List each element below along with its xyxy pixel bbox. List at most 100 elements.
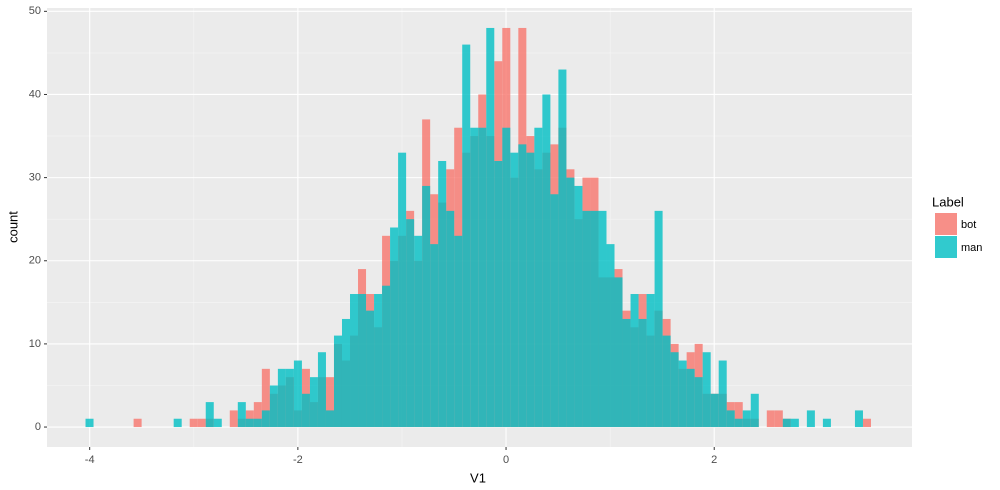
bar — [446, 210, 455, 428]
bar — [534, 127, 543, 428]
bar — [550, 194, 559, 428]
bar — [526, 152, 535, 428]
bar — [734, 402, 743, 428]
bar — [358, 294, 367, 428]
x-tick-label: -4 — [85, 454, 95, 466]
x-tick-label: -2 — [293, 454, 303, 466]
bar — [854, 410, 863, 428]
bar — [558, 69, 567, 428]
bar — [670, 352, 679, 428]
bar — [678, 360, 687, 428]
bar — [382, 285, 391, 428]
bar — [325, 410, 334, 428]
bar — [229, 410, 238, 428]
bar — [253, 402, 262, 428]
bar — [261, 410, 270, 428]
bar — [189, 418, 198, 428]
bar — [662, 335, 671, 428]
bar — [614, 277, 623, 428]
bar — [718, 360, 727, 428]
bar — [782, 418, 791, 428]
bar — [622, 318, 631, 428]
bar — [598, 210, 607, 428]
bar — [726, 410, 735, 428]
bar — [325, 377, 334, 428]
bar — [422, 185, 431, 428]
bar — [237, 402, 246, 428]
legend-label: bot — [961, 219, 976, 231]
legend-title: Label — [932, 194, 964, 209]
bar — [750, 393, 759, 428]
bar — [133, 418, 142, 428]
bar — [742, 410, 751, 428]
bar — [390, 227, 399, 428]
legend-label: man — [961, 242, 982, 254]
x-axis-title: V1 — [470, 470, 486, 485]
bar — [253, 418, 262, 428]
legend-key — [935, 236, 957, 258]
bar — [630, 294, 639, 428]
y-axis-title: count — [5, 211, 20, 243]
bar — [205, 402, 214, 428]
bar — [350, 294, 359, 428]
bar — [582, 210, 591, 428]
bar — [366, 310, 375, 428]
bar — [510, 152, 519, 428]
bar — [406, 219, 415, 428]
bar — [862, 418, 871, 428]
bar — [213, 418, 222, 428]
y-tick-label: 50 — [29, 5, 41, 17]
y-tick-label: 10 — [29, 338, 41, 350]
x-tick-label: 2 — [711, 454, 717, 466]
bar — [293, 360, 302, 428]
bar — [822, 418, 831, 428]
bar — [646, 294, 655, 428]
bar — [590, 210, 599, 428]
bar — [574, 185, 583, 428]
x-tick-label: 0 — [503, 454, 509, 466]
y-tick-label: 30 — [29, 172, 41, 184]
legend-key — [935, 213, 957, 235]
bar — [566, 177, 575, 428]
bar — [710, 393, 719, 428]
bar — [309, 377, 318, 428]
bar — [269, 385, 278, 428]
bar — [462, 44, 471, 428]
bar — [85, 418, 94, 428]
bar — [654, 210, 663, 428]
bar — [606, 244, 615, 428]
bar — [542, 94, 551, 428]
bar — [173, 418, 182, 428]
bar — [414, 235, 423, 428]
bar — [245, 418, 254, 428]
bar — [790, 418, 799, 428]
bar — [454, 235, 463, 428]
bar — [197, 418, 206, 428]
bar — [301, 393, 310, 428]
bar — [333, 335, 342, 428]
bar — [261, 368, 270, 428]
bar — [478, 127, 487, 428]
bar — [766, 410, 775, 428]
bar — [317, 352, 326, 428]
bar — [486, 27, 495, 428]
bar — [341, 318, 351, 428]
bar — [502, 127, 511, 428]
bar — [277, 368, 286, 428]
bar — [806, 410, 815, 428]
y-tick-label: 20 — [29, 255, 41, 267]
bar — [398, 152, 407, 428]
bar — [686, 368, 695, 428]
bar — [430, 244, 439, 428]
y-tick-label: 40 — [29, 88, 41, 100]
bar — [694, 377, 703, 428]
bar — [438, 160, 447, 428]
bar — [774, 410, 783, 428]
bar — [285, 368, 294, 428]
bar — [518, 144, 527, 428]
bar — [494, 160, 503, 428]
bar — [734, 418, 743, 428]
bar — [470, 127, 479, 428]
bar — [374, 294, 383, 428]
